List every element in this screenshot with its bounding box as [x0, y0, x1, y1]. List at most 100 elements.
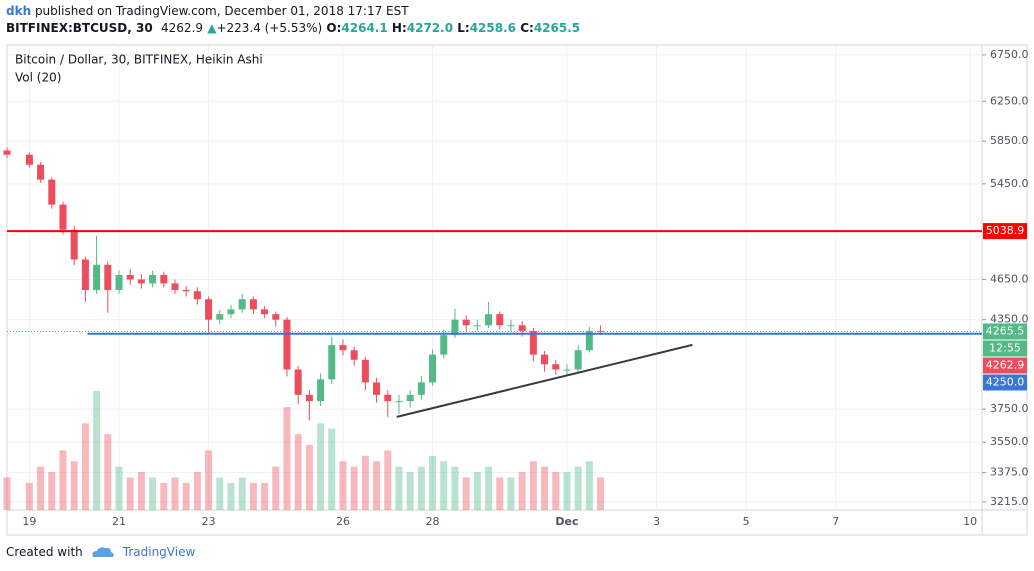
x-tick-label: 23	[202, 515, 216, 528]
volume-bar	[417, 466, 425, 510]
volume-bar	[149, 477, 157, 510]
volume-bar	[518, 472, 526, 510]
candle-body	[126, 274, 134, 280]
header-line: dkh published on TradingView.com, Decemb…	[6, 4, 409, 18]
volume-bar	[473, 472, 481, 510]
candle-body	[395, 401, 403, 403]
candle-body	[429, 354, 437, 383]
volume-bar	[529, 461, 537, 510]
candle-body	[283, 319, 291, 370]
author: dkh	[6, 4, 32, 18]
candle-body	[249, 299, 257, 310]
volume-bar	[93, 390, 101, 510]
price-label-box	[983, 374, 1027, 391]
volume-bar	[585, 461, 593, 510]
y-tick-label: 5450.0	[990, 177, 1029, 190]
candle-body	[171, 283, 179, 290]
x-tick-label: 21	[112, 515, 126, 528]
volume-bar	[25, 482, 33, 510]
candle-body	[597, 330, 605, 332]
open: 4264.1	[341, 21, 388, 35]
candle-body	[361, 359, 369, 383]
candle-body	[3, 150, 11, 155]
price-label-box	[983, 340, 1027, 357]
price-label-box	[983, 323, 1027, 340]
candle-body	[563, 369, 571, 371]
candle-body	[440, 335, 448, 355]
candle-body	[272, 314, 280, 320]
price-label-box	[983, 223, 1027, 240]
volume-bar	[272, 466, 280, 510]
y-tick-label: 3750.0	[990, 402, 1029, 415]
l-label: L:	[457, 21, 470, 35]
volume-bar	[305, 445, 313, 510]
published: published on TradingView.com, December 0…	[31, 4, 409, 18]
candle-body	[305, 394, 313, 402]
low: 4258.6	[469, 21, 517, 35]
price-label: 4250.0	[986, 376, 1025, 389]
volume-bar	[59, 450, 67, 510]
volume-bar	[462, 477, 470, 510]
candle-body	[25, 154, 33, 165]
candle-body	[384, 394, 392, 402]
candle-body	[585, 330, 593, 351]
volume-bar	[361, 455, 369, 510]
y-tick-label: 6250.0	[990, 94, 1029, 107]
price-label: 12:55	[989, 342, 1021, 355]
high: 4272.0	[406, 21, 454, 35]
volume-bar	[283, 407, 291, 510]
x-tick-label: 19	[22, 515, 36, 528]
volume-bar	[395, 466, 403, 510]
candle-body	[70, 229, 78, 260]
y-tick-label: 6750.0	[990, 48, 1029, 61]
candle-body	[574, 350, 582, 370]
price: 4262.9	[161, 21, 204, 35]
candle-body	[137, 279, 145, 284]
candle-body	[339, 345, 347, 351]
candle-body	[328, 345, 336, 380]
volume-bar	[160, 482, 168, 510]
chart-title: Bitcoin / Dollar, 30, BITFINEX, Heikin A…	[15, 53, 263, 67]
candle-body	[238, 299, 246, 310]
frame	[6, 44, 1028, 536]
candle-body	[115, 274, 123, 290]
candle-body	[59, 204, 67, 230]
candle-body	[93, 264, 101, 290]
x-tick-label: Dec	[555, 515, 578, 528]
candle-body	[529, 330, 537, 355]
candle-body	[552, 364, 560, 370]
volume-bar	[563, 472, 571, 510]
volume-bar	[451, 466, 459, 510]
candle-body	[261, 309, 269, 315]
x-tick-label: 10	[963, 515, 977, 528]
y-tick-label: 5850.0	[990, 134, 1029, 147]
candle-body	[518, 325, 526, 331]
volume-bar	[37, 466, 45, 510]
volume-bar	[238, 477, 246, 510]
candle-body	[205, 299, 213, 320]
volume-bar	[507, 477, 515, 510]
candle-body	[485, 314, 493, 326]
volume-bar	[227, 482, 235, 510]
volume-bar	[339, 461, 347, 510]
close: 4265.5	[533, 21, 581, 35]
price-label: 4265.5	[986, 325, 1025, 338]
candle-body	[462, 319, 470, 326]
candle-body	[227, 309, 235, 315]
candle-body	[182, 289, 190, 292]
y-tick-label: 3550.0	[990, 435, 1029, 448]
symbol: BITFINEX:BTCUSD, 30	[6, 21, 153, 35]
arrow: ▲	[207, 21, 217, 35]
h-label: H:	[391, 21, 407, 35]
brand[interactable]: TradingView	[122, 545, 196, 559]
volume-bar	[440, 461, 448, 510]
candle-body	[417, 382, 425, 395]
candle-body	[317, 379, 325, 402]
x-tick-label: 28	[426, 515, 440, 528]
quote-line: BITFINEX:BTCUSD, 30 4262.9 ▲+223.4 (+5.5…	[6, 21, 580, 35]
volume-bar	[205, 450, 213, 510]
volume-bar	[3, 477, 11, 510]
volume-bar	[384, 450, 392, 510]
created-with: Created with	[6, 545, 83, 559]
volume-bar	[496, 477, 504, 510]
